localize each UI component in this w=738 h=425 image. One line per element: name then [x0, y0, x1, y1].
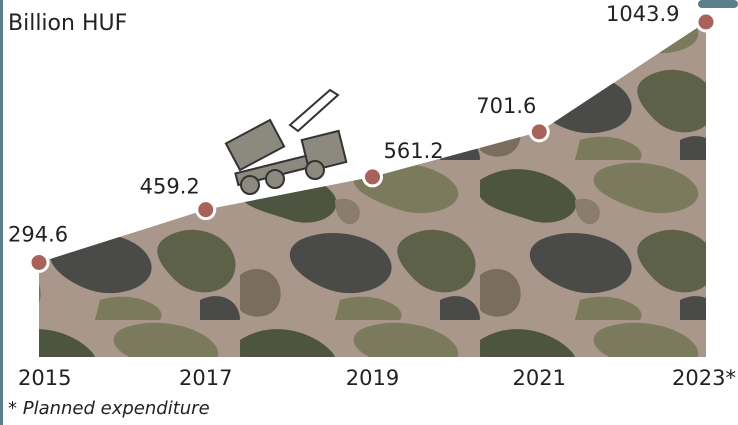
- y-axis-label: Billion HUF: [8, 11, 127, 36]
- truck-icon: [226, 90, 346, 194]
- footnote: * Planned expenditure: [8, 398, 210, 419]
- x-tick-label: 2015: [18, 366, 71, 390]
- corner-tab: [698, 0, 738, 8]
- value-label: 459.2: [140, 175, 200, 199]
- marker: [30, 253, 48, 271]
- value-label: 561.2: [384, 139, 444, 163]
- x-tick-label: 2017: [179, 366, 232, 390]
- left-border: [0, 0, 3, 425]
- marker: [364, 168, 382, 186]
- chart: Billion HUF * Planned expenditure 294.6 2…: [0, 0, 738, 425]
- marker: [697, 13, 715, 31]
- x-tick-label: 2023*: [672, 366, 736, 390]
- x-tick-label: 2021: [513, 366, 566, 390]
- value-label: 294.6: [8, 222, 68, 246]
- x-tick-label: 2019: [346, 366, 399, 390]
- marker: [530, 123, 548, 141]
- value-label: 701.6: [476, 94, 536, 118]
- value-label: 1043.9: [606, 2, 679, 26]
- marker: [197, 201, 215, 219]
